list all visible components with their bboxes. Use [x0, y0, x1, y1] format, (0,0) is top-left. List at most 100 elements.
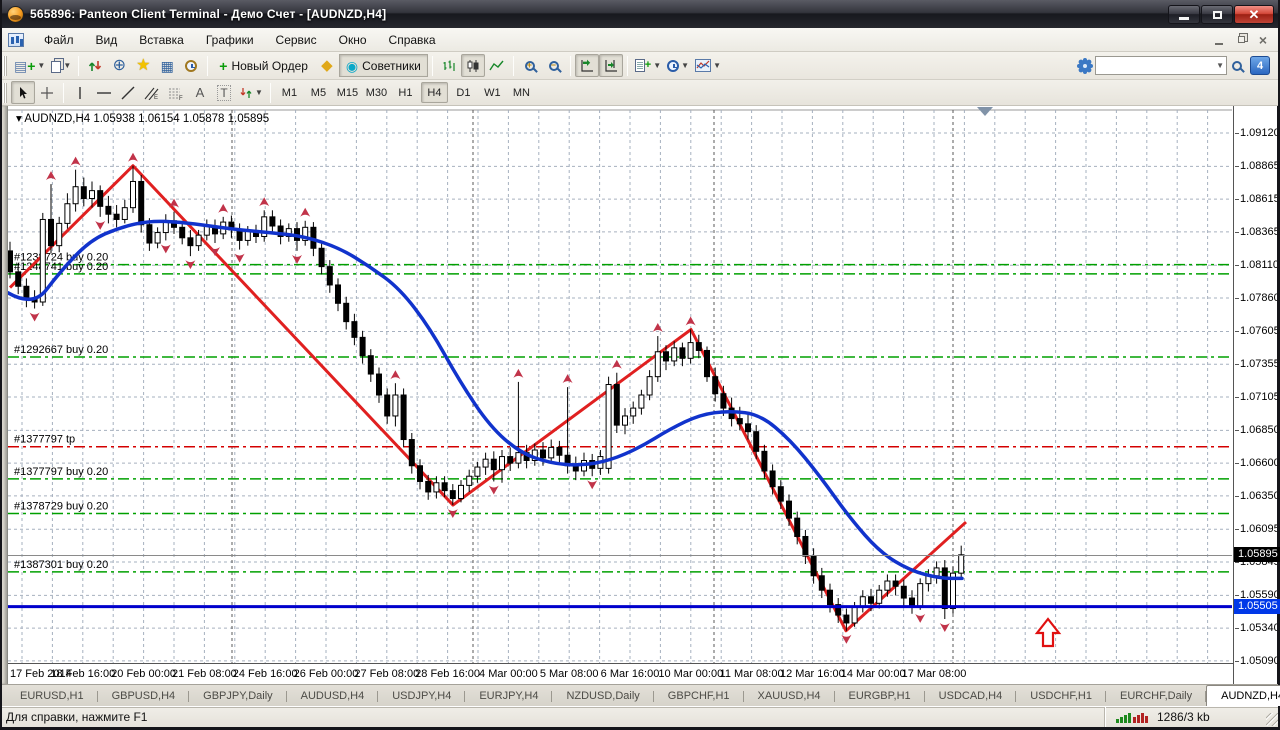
chart-tab-12[interactable]: EURCHF,Daily [1106, 687, 1207, 706]
time-tick-label: 5 Mar 08:00 [539, 668, 599, 680]
chart-window-icon[interactable] [8, 32, 24, 47]
profiles-button[interactable]: ▼ [48, 54, 74, 77]
search-dropdown-caret[interactable]: ▼ [1216, 61, 1224, 70]
chart-tab-1[interactable]: GBPUSD,H4 [98, 687, 190, 706]
search-input[interactable] [1096, 58, 1208, 73]
chart-tab-6[interactable]: NZDUSD,Daily [552, 687, 655, 706]
text-button[interactable]: A [188, 81, 212, 104]
chart-tab-3[interactable]: AUDUSD,H4 [287, 687, 379, 706]
fractal-up-icon [300, 207, 311, 217]
periods-button[interactable]: ▼ [664, 54, 692, 77]
community-icon[interactable]: 4 [1250, 56, 1270, 75]
chart-tab-8[interactable]: XAUUSD,H4 [744, 687, 835, 706]
chart-shift-button[interactable] [598, 54, 623, 77]
text-label-icon: T [217, 84, 231, 101]
new-chart-button[interactable]: ▤ + ▼ [14, 57, 46, 74]
child-minimize-button[interactable] [1210, 31, 1228, 48]
chart-tab-13[interactable]: AUDNZD,H4 [1206, 685, 1280, 706]
auto-scroll-icon [581, 59, 593, 72]
chart-tab-7[interactable]: GBPCHF,H1 [654, 687, 744, 706]
menu-item-1[interactable]: Вид [95, 32, 118, 47]
metaeditor-button[interactable]: ◆ [315, 54, 339, 77]
time-axis[interactable]: 17 Feb 2014 18 Feb 16:00 20 Feb 00:00 21 Fe… [8, 663, 1233, 684]
navigator-button[interactable]: ★ [131, 54, 155, 77]
timeframe-button-m1[interactable]: M1 [281, 86, 298, 99]
chart-tab-11[interactable]: USDCHF,H1 [1016, 687, 1106, 706]
market-watch-icon [89, 60, 102, 71]
timeframe-button-d1[interactable]: D1 [456, 86, 471, 99]
search-button[interactable] [1227, 54, 1247, 77]
timeframe-button-m5[interactable]: M5 [310, 86, 327, 99]
metaeditor-icon: ◆ [321, 57, 333, 74]
chart-tab-10[interactable]: USDCAD,H4 [925, 687, 1017, 706]
strategy-tester-button[interactable] [179, 54, 203, 77]
timeframe-button-mn[interactable]: MN [512, 86, 530, 99]
zoom-out-icon: − [548, 60, 559, 71]
price-tick-label: 1.07105 [1235, 390, 1280, 403]
settings-gear-icon[interactable] [1079, 59, 1091, 72]
maximize-button[interactable] [1201, 5, 1233, 24]
price-axis[interactable]: 1.09120 1.08865 1.08615 1.08365 1.08110 1.078… [1233, 106, 1280, 684]
time-tick-label: 17 Feb 2014 [10, 668, 72, 680]
fractal-up-icon [513, 368, 524, 378]
chart-tab-5[interactable]: EURJPY,H4 [465, 687, 553, 706]
menu-item-0[interactable]: Файл [44, 32, 74, 47]
menu-item-3[interactable]: Графики [205, 32, 254, 47]
trendline-button[interactable] [116, 81, 140, 104]
indicators-button[interactable]: + ▼ [632, 54, 664, 77]
zoom-out-button[interactable]: − [542, 54, 566, 77]
toolbar-grip[interactable] [3, 55, 7, 76]
text-label-button[interactable]: T [212, 81, 236, 104]
bar-chart-button[interactable] [437, 54, 461, 77]
zoom-in-button[interactable]: + [518, 54, 542, 77]
time-tick-label: 21 Feb 08:00 [171, 668, 237, 680]
menu-item-5[interactable]: Окно [338, 32, 367, 47]
menu-item-2[interactable]: Вставка [139, 32, 184, 47]
timeframe-button-m15[interactable]: M15 [336, 86, 359, 99]
menu-item-4[interactable]: Сервис [275, 32, 317, 47]
bar-chart-icon [443, 60, 455, 71]
menu-item-6[interactable]: Справка [388, 32, 436, 47]
line-chart-button[interactable] [485, 54, 509, 77]
fibonacci-button[interactable]: F [164, 81, 188, 104]
timeframe-button-w1[interactable]: W1 [484, 86, 501, 99]
auto-scroll-button[interactable] [574, 54, 599, 77]
cursor-button[interactable] [11, 81, 35, 104]
time-tick-label: 10 Mar 00:00 [658, 668, 724, 680]
time-tick-label: 14 Mar 00:00 [840, 668, 906, 680]
chart-tab-bar: EURUSD,H1 GBPUSD,H4 GBPJPY,Daily AUDUSD,H4 U… [0, 684, 1280, 706]
chart-tab-4[interactable]: USDJPY,H4 [378, 687, 466, 706]
ohlc-readout: ▾ AUDNZD,H4 1.05938 1.06154 1.05878 1.05… [16, 113, 269, 125]
templates-button[interactable]: ▼ [692, 54, 724, 77]
chart-canvas[interactable]: #1238724 buy 0.20#1248741 buy 0.20#12926… [8, 106, 1233, 663]
close-button[interactable]: ✕ [1234, 5, 1274, 24]
chart-tab-9[interactable]: EURGBP,H1 [835, 687, 925, 706]
child-restore-button[interactable] [1232, 31, 1250, 48]
timeframe-button-h1[interactable]: H1 [398, 86, 413, 99]
zoom-in-icon: + [524, 60, 535, 71]
resize-grip[interactable] [1266, 713, 1279, 726]
channel-icon: E [144, 87, 159, 100]
menu-bar: Файл Вид Вставка Графики Сервис Окно Справка × [0, 28, 1280, 52]
candlestick-chart-button[interactable] [460, 54, 485, 77]
fractal-up-icon [652, 323, 663, 333]
advisors-button[interactable]: ◉ Советники [338, 54, 428, 77]
timeframe-button-m30[interactable]: M30 [365, 86, 388, 99]
arrows-button[interactable]: ▼ [236, 81, 266, 104]
timeframe-button-h4[interactable]: H4 [420, 82, 448, 103]
child-close-button[interactable]: × [1258, 31, 1268, 48]
market-watch-button[interactable] [83, 54, 107, 77]
toolbar-grip-2[interactable] [3, 82, 7, 103]
search-icon [1232, 60, 1242, 71]
channel-button[interactable]: E [140, 81, 164, 104]
vertical-line-button[interactable] [68, 81, 92, 104]
horizontal-line-button[interactable] [92, 81, 116, 104]
crosshair-button[interactable] [35, 81, 59, 104]
fractal-down-icon [29, 312, 40, 322]
chart-tab-0[interactable]: EURUSD,H1 [6, 687, 98, 706]
chart-tab-2[interactable]: GBPJPY,Daily [189, 687, 287, 706]
new-order-button[interactable]: + Новый Ордер [219, 57, 308, 74]
minimize-button[interactable] [1168, 5, 1200, 24]
data-window-button[interactable]: ⊕ [107, 54, 131, 77]
terminal-button[interactable]: ▦ [155, 54, 179, 77]
